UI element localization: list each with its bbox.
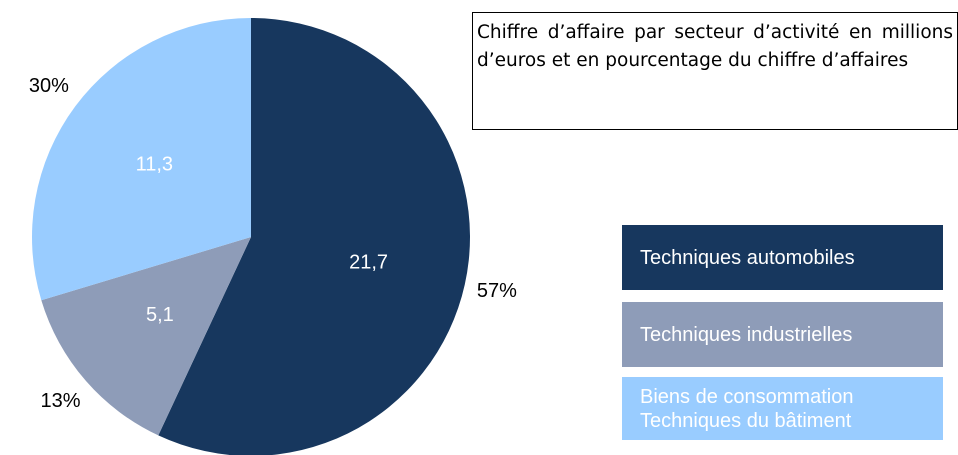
legend-entry: Biens de consommation Techniques du bâti…: [622, 377, 943, 440]
value-label: 21,7: [349, 251, 388, 273]
percentage-label: 13%: [41, 390, 81, 412]
legend-entry: Techniques automobiles: [622, 225, 943, 290]
value-label: 11,3: [136, 153, 173, 175]
pie-slice: [41, 237, 252, 436]
legend-entry: Techniques industrielles: [622, 302, 943, 367]
percentage-label: 30%: [29, 75, 69, 97]
value-label: 5,1: [146, 304, 174, 326]
pie-slice: [158, 18, 470, 455]
percentage-label: 57%: [477, 280, 517, 302]
pie-slice: [32, 18, 252, 301]
chart-title: Chiffre d’affaire par secteur d’activité…: [472, 12, 958, 130]
